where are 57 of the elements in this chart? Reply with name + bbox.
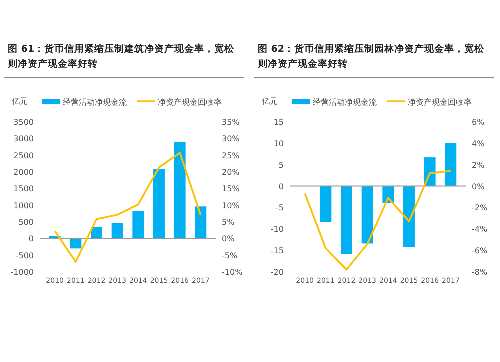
chart-title: 图 61：货币信用紧缩压制建筑净资产现金率，宽松则净资产现金率好转 xyxy=(7,43,236,70)
y2-tick-label: 20% xyxy=(222,168,240,177)
y2-tick-label: 5% xyxy=(222,218,236,227)
bar xyxy=(195,206,207,239)
bar xyxy=(132,211,144,239)
bar xyxy=(174,142,186,239)
y-axis-title: 亿元 xyxy=(261,97,278,106)
y-tick-label: 0 xyxy=(278,182,284,192)
y-tick-label: 0 xyxy=(28,234,34,244)
y2-tick-label: -8% xyxy=(472,268,488,277)
y2-tick-label: -6% xyxy=(472,246,488,256)
y2-tick-label: 35% xyxy=(222,118,240,127)
y-tick-label: -500 xyxy=(16,251,34,260)
legend-label: 经营活动净现金流 xyxy=(63,98,127,107)
y2-tick-label: -2% xyxy=(472,204,488,213)
y2-tick-label: -10% xyxy=(222,268,244,277)
y-tick-label: -15 xyxy=(270,246,284,256)
legend-label: 经营活动净现金流 xyxy=(313,98,377,107)
y2-tick-label: 15% xyxy=(222,184,240,194)
y-tick-label: -20 xyxy=(270,268,284,277)
y-tick-label: 1000 xyxy=(14,201,34,210)
y-tick-label: 15 xyxy=(274,118,284,127)
bar xyxy=(154,169,165,239)
y-tick-label: 3000 xyxy=(14,134,34,144)
chart-title: 图 62：货币信用紧缩压制园林净资产现金率，宽松则净资产现金率好转 xyxy=(257,43,486,70)
y-tick-label: -5 xyxy=(276,204,284,213)
bar xyxy=(362,186,374,244)
y2-tick-label: -5% xyxy=(222,251,238,260)
bar xyxy=(404,186,415,248)
y2-tick-label: 6% xyxy=(472,118,486,127)
line-series xyxy=(304,170,452,271)
y2-tick-label: 0% xyxy=(222,234,236,244)
y2-tick-label: 2% xyxy=(472,160,486,170)
y-tick-label: 2000 xyxy=(14,168,34,177)
bar xyxy=(112,223,124,239)
y-tick-label: 500 xyxy=(18,218,34,227)
y-axis-title: 亿元 xyxy=(11,97,28,106)
bar xyxy=(320,186,332,222)
y-tick-label: -1000 xyxy=(10,268,34,277)
y2-tick-label: -4% xyxy=(472,225,488,234)
y-tick-label: 1500 xyxy=(14,184,34,194)
y2-tick-label: 4% xyxy=(472,139,486,148)
y2-tick-label: 0% xyxy=(472,182,486,192)
y-tick-label: 3500 xyxy=(14,118,34,127)
bar xyxy=(341,186,352,254)
y2-tick-label: 10% xyxy=(222,201,240,210)
line-series xyxy=(54,152,202,263)
legend-label: 净资产现金回收率 xyxy=(408,98,472,107)
y-tick-label: 10 xyxy=(274,139,284,148)
bar xyxy=(445,143,457,186)
legend-label: 净资产现金回收率 xyxy=(158,98,222,107)
y-tick-label: 2500 xyxy=(14,151,34,160)
y2-tick-label: 30% xyxy=(222,134,240,144)
y-tick-label: -10 xyxy=(270,225,284,234)
y-tick-label: 5 xyxy=(278,160,284,170)
y2-tick-label: 25% xyxy=(222,151,240,160)
bar xyxy=(70,238,82,249)
